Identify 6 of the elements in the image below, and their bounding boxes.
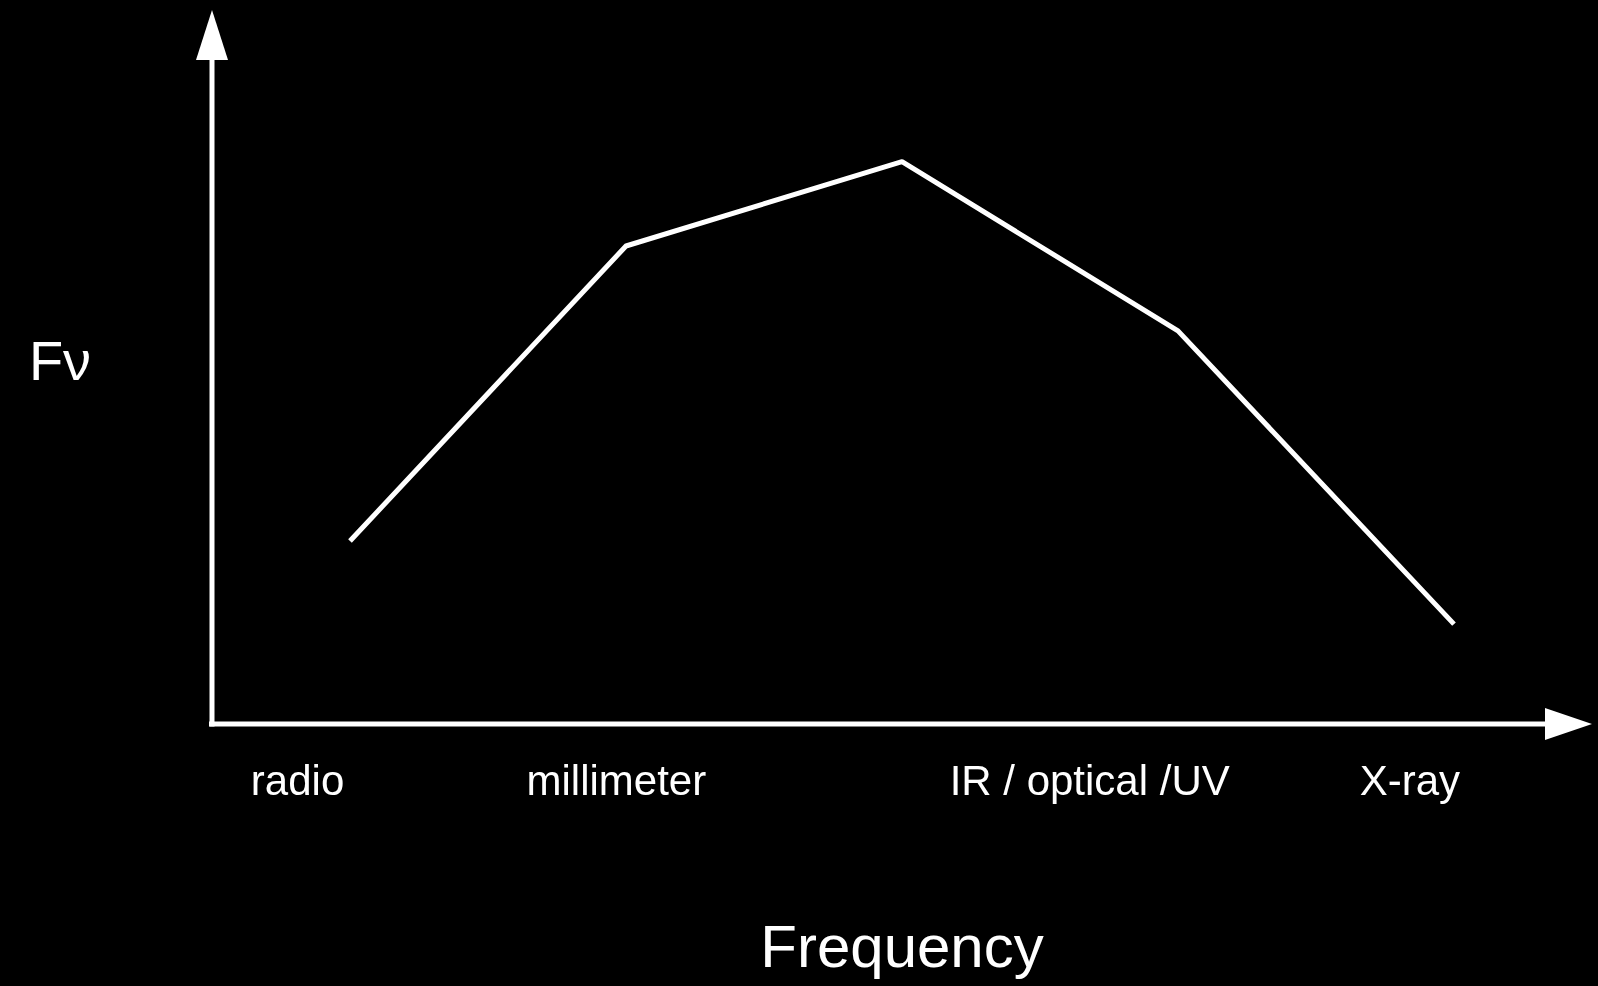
text: radio <box>250 757 345 805</box>
text: X-ray <box>1359 757 1461 805</box>
x-axis-title: Frequency <box>760 912 1044 980</box>
y-axis-title: Fν <box>28 329 92 393</box>
text: millimeter <box>526 757 707 805</box>
text: IR / optical /UV <box>949 757 1230 805</box>
